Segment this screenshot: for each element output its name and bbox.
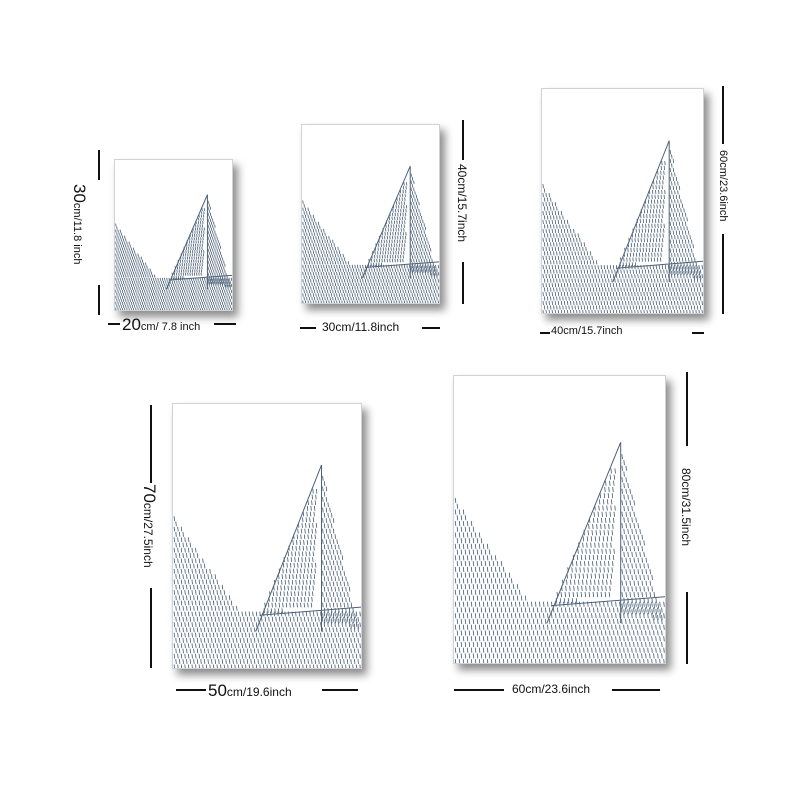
- height-line-top: [98, 150, 100, 180]
- width-line-left: [176, 689, 206, 691]
- width-dimension-label: 40cm/15.7inch: [551, 325, 623, 337]
- sailboat-artwork: [454, 376, 665, 663]
- height-line-bottom: [462, 262, 464, 304]
- width-dimension-label: 20cm/ 7.8 inch: [122, 316, 200, 334]
- height-line-bottom: [722, 234, 724, 314]
- height-line-top: [722, 86, 724, 144]
- width-dimension-label: 30cm/11.8inch: [322, 320, 400, 334]
- height-line-top: [150, 405, 152, 483]
- width-line-left: [540, 332, 550, 334]
- height-dimension-label: 30cm/11.8 inch: [70, 184, 89, 265]
- height-unit: cm/27.5inch: [141, 502, 155, 568]
- height-line-top: [686, 372, 688, 446]
- width-unit: cm/ 7.8 inch: [140, 321, 201, 333]
- width-dimension-label: 60cm/23.6inch: [512, 682, 591, 696]
- width-line-right: [692, 332, 704, 334]
- height-dimension-label: 60cm/23.6inch: [717, 150, 729, 222]
- artwork-frame-30x40: [301, 124, 440, 304]
- artwork-frame-20x30: [114, 159, 233, 311]
- height-unit: cm/11.8 inch: [71, 202, 83, 265]
- width-value: 50: [208, 681, 227, 700]
- height-dimension-label: 80cm/31.5inch: [679, 468, 693, 547]
- width-line-left: [300, 327, 316, 329]
- height-value: 30: [70, 184, 89, 203]
- width-line-right: [612, 689, 660, 691]
- width-value: 20: [122, 315, 141, 334]
- artwork-frame-60x80: [453, 375, 666, 664]
- height-line-bottom: [686, 592, 688, 664]
- width-line-left: [108, 323, 120, 325]
- height-line-bottom: [150, 588, 152, 668]
- sailboat-artwork: [542, 89, 703, 313]
- sailboat-artwork: [115, 160, 232, 310]
- artwork-frame-40x60: [541, 88, 704, 314]
- artwork-frame-50x70: [172, 403, 362, 669]
- width-line-right: [214, 323, 236, 325]
- height-line-bottom: [98, 285, 100, 315]
- width-line-right: [322, 689, 358, 691]
- height-dimension-label: 70cm/27.5inch: [140, 484, 159, 568]
- width-line-right: [422, 327, 440, 329]
- width-line-left: [454, 689, 504, 691]
- height-line-top: [462, 120, 464, 160]
- width-unit: cm/19.6inch: [226, 685, 292, 699]
- height-value: 70: [140, 484, 159, 503]
- sailboat-artwork: [173, 404, 361, 668]
- sailboat-artwork: [302, 125, 439, 303]
- width-dimension-label: 50cm/19.6inch: [208, 682, 292, 700]
- height-dimension-label: 40cm/15.7inch: [455, 164, 469, 243]
